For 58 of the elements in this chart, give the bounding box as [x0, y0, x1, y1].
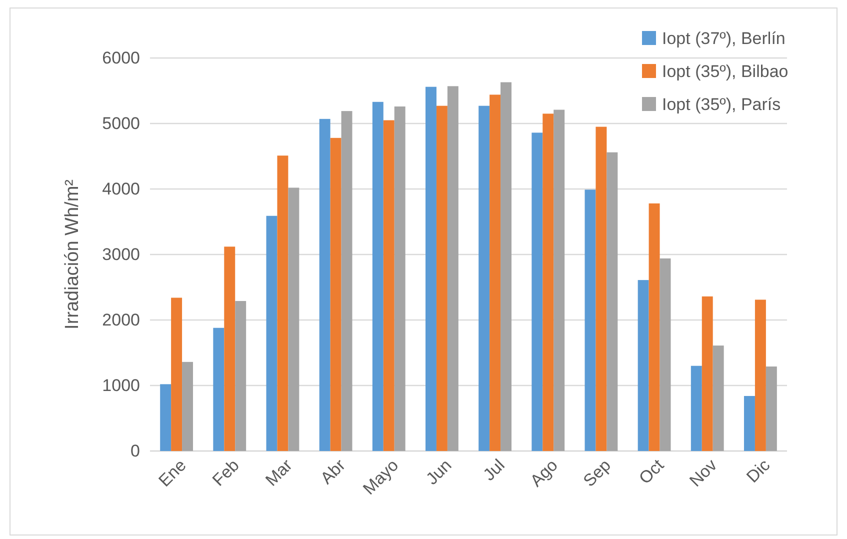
- bar: [542, 114, 554, 451]
- bar: [754, 300, 766, 451]
- bar: [426, 86, 436, 451]
- bar: [372, 102, 384, 451]
- x-tick-label: Nov: [686, 455, 722, 490]
- legend-label: Iopt (35º), Bilbao: [662, 62, 788, 81]
- bar: [288, 188, 300, 451]
- bar: [554, 110, 565, 451]
- x-tick-label: Sep: [580, 456, 614, 490]
- bar: [341, 111, 352, 451]
- bar: [584, 190, 596, 451]
- bar: [224, 246, 236, 451]
- x-tick-label: Dic: [742, 455, 774, 486]
- bar: [766, 366, 777, 451]
- y-tick-label: 6000: [102, 48, 140, 68]
- y-tick-label: 3000: [102, 244, 140, 264]
- bar: [490, 94, 501, 451]
- legend-label: Iopt (37º), Berlín: [662, 29, 786, 48]
- bar: [702, 296, 713, 451]
- bar: [447, 86, 458, 451]
- bar: [596, 126, 607, 451]
- bar: [330, 138, 342, 451]
- bar: [235, 301, 246, 451]
- x-tick-label: Jun: [422, 456, 456, 488]
- y-axis-title: Irradiación Wh/m²: [62, 180, 83, 330]
- bar: [277, 156, 288, 451]
- bar: [436, 106, 448, 451]
- bar: [712, 346, 724, 451]
- bar: [394, 106, 406, 451]
- x-tick-label: Abr: [316, 455, 350, 488]
- x-tick-label: Ago: [526, 456, 562, 490]
- bar: [171, 298, 182, 451]
- bar: [690, 366, 702, 451]
- x-tick-label: Mar: [262, 455, 296, 490]
- bar: [383, 120, 394, 451]
- bar: [660, 258, 671, 451]
- y-tick-label: 1000: [102, 376, 140, 395]
- bar: [638, 280, 649, 451]
- y-tick-label: 0: [130, 441, 140, 460]
- bar: [606, 152, 618, 451]
- x-tick-label: Ene: [155, 456, 190, 490]
- bar: [160, 384, 172, 451]
- bar: [478, 106, 490, 451]
- bar: [532, 132, 543, 451]
- x-tick-label: Feb: [208, 456, 243, 490]
- x-tick-label: Jul: [480, 456, 508, 484]
- y-tick-label: 5000: [102, 114, 140, 133]
- x-tick-label: Oct: [635, 455, 668, 488]
- bar: [744, 396, 755, 451]
- bar: [500, 82, 512, 451]
- bar: [266, 216, 278, 451]
- y-tick-label: 2000: [102, 310, 140, 330]
- bar: [319, 118, 330, 451]
- y-tick-label: 4000: [102, 179, 140, 198]
- bar: [213, 328, 224, 451]
- bar: [648, 203, 660, 451]
- legend-label: Iopt (35º), París: [662, 95, 781, 114]
- bar: [182, 362, 193, 451]
